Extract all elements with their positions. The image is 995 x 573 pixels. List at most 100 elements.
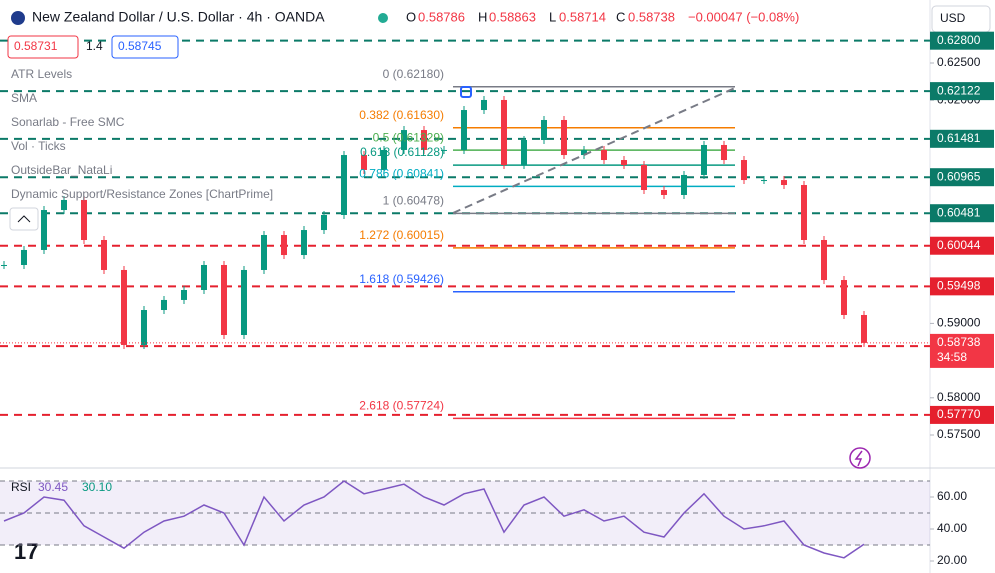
level-label: 0.61481: [937, 131, 981, 145]
currency[interactable]: USD: [940, 11, 966, 25]
y-tick-label: 0.57500: [937, 427, 981, 441]
ohlc-value: 0.58738: [628, 9, 675, 24]
level-tag: [930, 82, 994, 101]
candle: [401, 130, 407, 150]
candle: [821, 239, 827, 281]
indicator-name: Vol · Ticks: [11, 139, 66, 153]
level-label: 0.57770: [937, 407, 981, 421]
sell-price[interactable]: 0.58731: [14, 39, 58, 53]
candle: [181, 289, 187, 300]
ohlc-label: H: [478, 9, 487, 24]
change: −0.00047 (−0.08%): [688, 9, 799, 24]
fib-label: 1.618 (0.59426): [359, 272, 444, 286]
level-tag: [930, 277, 994, 296]
candle: [701, 144, 707, 175]
level-tag: [930, 31, 994, 50]
level-label: 0.60044: [937, 238, 981, 252]
collapse-icon: [17, 215, 31, 223]
fib-label: 0 (0.62180): [383, 67, 444, 81]
candle: [761, 180, 767, 182]
buy-box[interactable]: [111, 35, 179, 59]
candle: [381, 149, 387, 170]
last-price-label: 0.58738: [937, 335, 981, 349]
rsi-ma-value: 30.10: [82, 480, 112, 494]
fib-label: 1.272 (0.60015): [359, 228, 444, 242]
ohlc-value: 0.58786: [418, 9, 465, 24]
y-tick-label: 0.62500: [937, 55, 981, 69]
y-tick-label: 0.58000: [937, 390, 981, 404]
candle: [621, 160, 627, 166]
y-tick-label: 0.59000: [937, 316, 981, 330]
level-label: 0.60965: [937, 169, 981, 183]
spread: 1.4: [86, 39, 103, 53]
rsi-value: 30.45: [38, 480, 68, 494]
anchor-handle[interactable]: [460, 86, 472, 98]
candle: [721, 144, 727, 161]
indicator-name: OutsideBar_NataLi: [11, 163, 112, 177]
candle: [321, 214, 327, 231]
level-tag: [930, 405, 994, 424]
candle: [741, 160, 747, 181]
candle: [221, 264, 227, 336]
candle: [341, 155, 347, 215]
candle: [301, 230, 307, 256]
rsi-line: [3, 480, 865, 559]
level-tag: [930, 168, 994, 187]
candle: [681, 174, 687, 195]
candle: [501, 99, 507, 166]
rsi-tick-label: 20.00: [937, 553, 967, 567]
fib-label: 0.5 (0.61329): [373, 130, 444, 144]
collapse-button[interactable]: [9, 207, 39, 231]
symbol-title[interactable]: New Zealand Dollar / U.S. Dollar · 4h · …: [32, 9, 325, 25]
indicator-name: Dynamic Support/Resistance Zones [ChartP…: [11, 187, 273, 201]
fib-label: 0.618 (0.61128): [360, 145, 444, 159]
alert-bolt: [854, 450, 863, 467]
alert-icon[interactable]: [849, 447, 871, 469]
candle: [581, 149, 587, 156]
candle: [561, 119, 567, 156]
candle: [61, 199, 67, 211]
candle: [261, 235, 267, 270]
buy-price[interactable]: 0.58745: [118, 39, 162, 53]
candle: [1, 264, 7, 266]
indicator-name: SMA: [11, 91, 37, 105]
candle: [441, 149, 447, 151]
indicator-list: ATR Levels SMA Sonarlab - Free SMC Vol · Ti…: [11, 67, 273, 201]
candle: [241, 269, 247, 336]
fib-label: 1 (0.60478): [383, 194, 444, 208]
candle: [161, 299, 167, 311]
rsi-name: RSI: [11, 480, 31, 494]
ohlc-label: L: [549, 9, 556, 24]
candle: [421, 130, 427, 150]
candle: [481, 99, 487, 111]
rsi-tick-label: 40.00: [937, 521, 967, 535]
level-label: 0.59498: [937, 279, 981, 293]
candle: [141, 310, 147, 345]
ohlc: O 0.58786 H 0.58863 L 0.58714 C 0.58738 …: [406, 9, 799, 24]
fib-label: 0.786 (0.60841): [359, 167, 444, 181]
candle: [461, 110, 467, 150]
sell-box[interactable]: [7, 35, 79, 59]
level-label: 0.60481: [937, 205, 981, 219]
candle: [21, 249, 27, 265]
market-status: [378, 13, 388, 23]
candle: [541, 119, 547, 141]
candle: [521, 140, 527, 166]
candle: [861, 314, 867, 343]
rsi-tick-label: 60.00: [937, 489, 967, 503]
last-price-tag: [930, 333, 994, 368]
flag-icon: [11, 11, 25, 25]
candle: [641, 165, 647, 191]
candle: [281, 235, 287, 256]
fib-label: 2.618 (0.57724): [359, 399, 444, 413]
candle: [41, 210, 47, 250]
ohlc-value: 0.58863: [489, 9, 536, 24]
level-tag: [930, 204, 994, 223]
ohlc-label: O: [406, 9, 416, 24]
ohlc-label: C: [616, 9, 625, 24]
candle: [601, 149, 607, 161]
indicator-name: Sonarlab - Free SMC: [11, 115, 125, 129]
candle: [361, 155, 367, 170]
